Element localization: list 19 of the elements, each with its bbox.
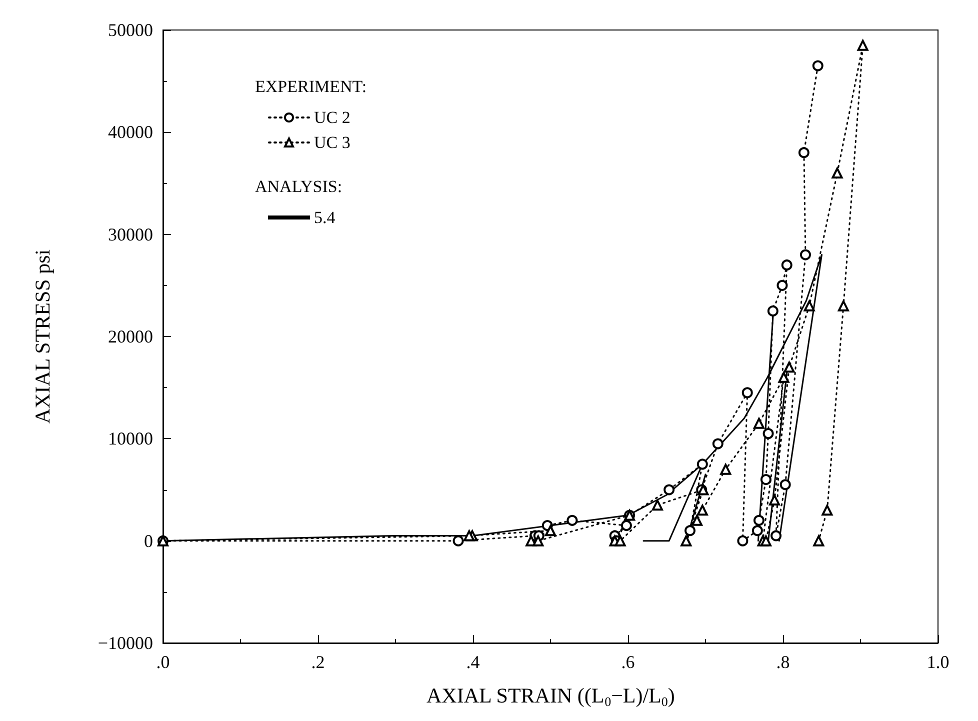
y-tick-label: 50000 bbox=[108, 20, 153, 40]
annotation: ANALYSIS: bbox=[255, 177, 342, 196]
x-tick-label: .4 bbox=[466, 652, 480, 672]
y-tick-label: 0 bbox=[144, 530, 153, 551]
y-tick-label: 40000 bbox=[108, 122, 153, 142]
x-tick-label: 1.0 bbox=[926, 652, 950, 672]
y-tick-label: −10000 bbox=[98, 633, 153, 653]
x-tick-label: .2 bbox=[311, 652, 325, 672]
legend-label: UC 3 bbox=[314, 133, 350, 152]
x-tick-label: .0 bbox=[156, 652, 170, 672]
x-tick-label: .8 bbox=[776, 652, 790, 672]
y-tick-label: 10000 bbox=[108, 428, 153, 449]
y-tick-label: 20000 bbox=[108, 326, 153, 346]
legend-label: 5.4 bbox=[314, 208, 336, 227]
x-tick-label: .6 bbox=[621, 652, 635, 672]
y-tick-label: 30000 bbox=[108, 224, 153, 244]
y-axis-title: AXIAL STRESS psi bbox=[30, 249, 54, 424]
legend-title: EXPERIMENT: bbox=[255, 77, 367, 96]
legend-label: UC 2 bbox=[314, 108, 350, 127]
